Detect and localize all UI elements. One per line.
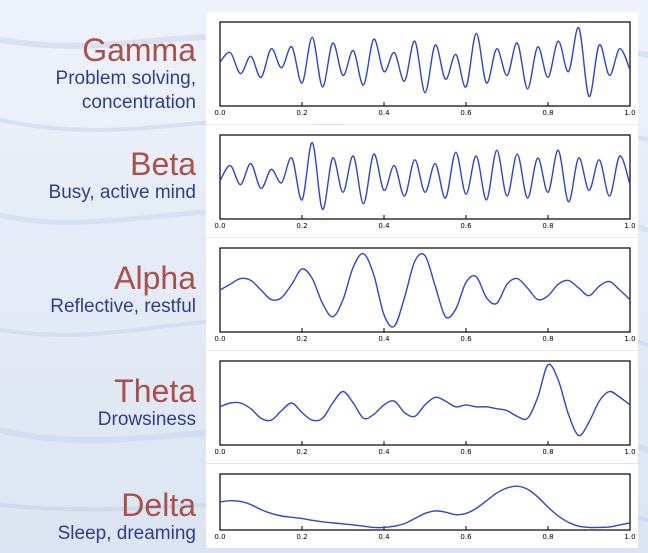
x-tick-label: 0.2 bbox=[296, 109, 307, 117]
x-tick-label: 0.6 bbox=[460, 109, 472, 117]
band-description: Problem solving, bbox=[55, 68, 196, 89]
x-tick-label: 0.8 bbox=[542, 335, 553, 343]
x-tick-label: 0.8 bbox=[542, 448, 553, 456]
eeg-trace-delta bbox=[220, 485, 630, 529]
band-description: Sleep, dreaming bbox=[57, 523, 196, 544]
x-tick-label: 1.0 bbox=[624, 335, 635, 343]
band-label-alpha: Alpha Reflective, restful bbox=[50, 261, 196, 319]
x-tick-label: 1.0 bbox=[624, 448, 635, 456]
band-description: concentration bbox=[81, 92, 196, 113]
x-tick-label: 0.8 bbox=[542, 222, 553, 230]
x-tick-label: 0.6 bbox=[460, 533, 472, 541]
panel-background bbox=[206, 12, 638, 124]
band-description: Drowsiness bbox=[97, 409, 196, 430]
x-tick-label: 0.2 bbox=[296, 448, 307, 456]
eeg-trace-gamma bbox=[220, 27, 630, 98]
chart-panel-beta: 0.0 0.2 0.4 0.6 0.8 1.0 bbox=[206, 125, 638, 237]
x-tick-label: 0.0 bbox=[214, 533, 225, 541]
band-label-gamma: Gamma Problem solving, concentration bbox=[56, 33, 196, 115]
band-label-theta: Theta Drowsiness bbox=[98, 374, 196, 432]
x-tick-label: 0.6 bbox=[460, 335, 472, 343]
x-tick-label: 0.0 bbox=[214, 448, 225, 456]
x-tick-label: 0.6 bbox=[460, 448, 472, 456]
band-description: Reflective, restful bbox=[50, 296, 196, 317]
x-tick-label: 1.0 bbox=[624, 533, 635, 541]
x-tick-label: 0.0 bbox=[214, 222, 225, 230]
chart-panel-theta: 0.0 0.2 0.4 0.6 0.8 1.0 bbox=[206, 351, 638, 463]
x-tick-label: 0.4 bbox=[378, 533, 390, 541]
eeg-trace-alpha bbox=[220, 252, 630, 328]
eeg-trace-beta bbox=[220, 141, 630, 211]
plot-frame bbox=[219, 21, 631, 107]
x-tick-label: 0.4 bbox=[378, 222, 390, 230]
panel-background bbox=[206, 351, 638, 463]
plot-frame bbox=[219, 134, 631, 220]
chart-panel-alpha: 0.0 0.2 0.4 0.6 0.8 1.0 bbox=[206, 238, 638, 350]
x-tick-label: 0.4 bbox=[378, 335, 390, 343]
band-label-beta: Beta Busy, active mind bbox=[49, 147, 196, 205]
band-name: Gamma bbox=[82, 32, 196, 68]
chart-panel-gamma: 0.0 0.2 0.4 0.6 0.8 1.0 bbox=[206, 12, 638, 124]
x-tick-label: 1.0 bbox=[624, 109, 635, 117]
x-tick-label: 1.0 bbox=[624, 222, 635, 230]
panel-background bbox=[206, 464, 638, 548]
band-name: Beta bbox=[130, 146, 196, 182]
x-tick-label: 0.2 bbox=[296, 335, 307, 343]
chart-panel-delta: 0.0 0.2 0.4 0.6 0.8 1.0 bbox=[206, 464, 638, 548]
x-tick-label: 0.2 bbox=[296, 533, 307, 541]
x-tick-label: 0.2 bbox=[296, 222, 307, 230]
plot-frame bbox=[219, 360, 631, 446]
x-tick-label: 0.8 bbox=[542, 533, 553, 541]
band-description: Busy, active mind bbox=[48, 182, 196, 203]
x-tick-label: 0.0 bbox=[214, 109, 225, 117]
band-label-delta: Delta Sleep, dreaming bbox=[58, 488, 196, 546]
x-tick-label: 0.4 bbox=[378, 109, 390, 117]
x-tick-label: 0.4 bbox=[378, 448, 390, 456]
panel-background bbox=[206, 238, 638, 350]
eeg-trace-theta bbox=[220, 363, 630, 437]
band-name: Theta bbox=[114, 373, 196, 409]
x-tick-label: 0.0 bbox=[214, 335, 225, 343]
band-name: Alpha bbox=[114, 260, 196, 296]
x-tick-label: 0.8 bbox=[542, 109, 553, 117]
band-name: Delta bbox=[121, 487, 196, 523]
x-tick-label: 0.6 bbox=[460, 222, 472, 230]
